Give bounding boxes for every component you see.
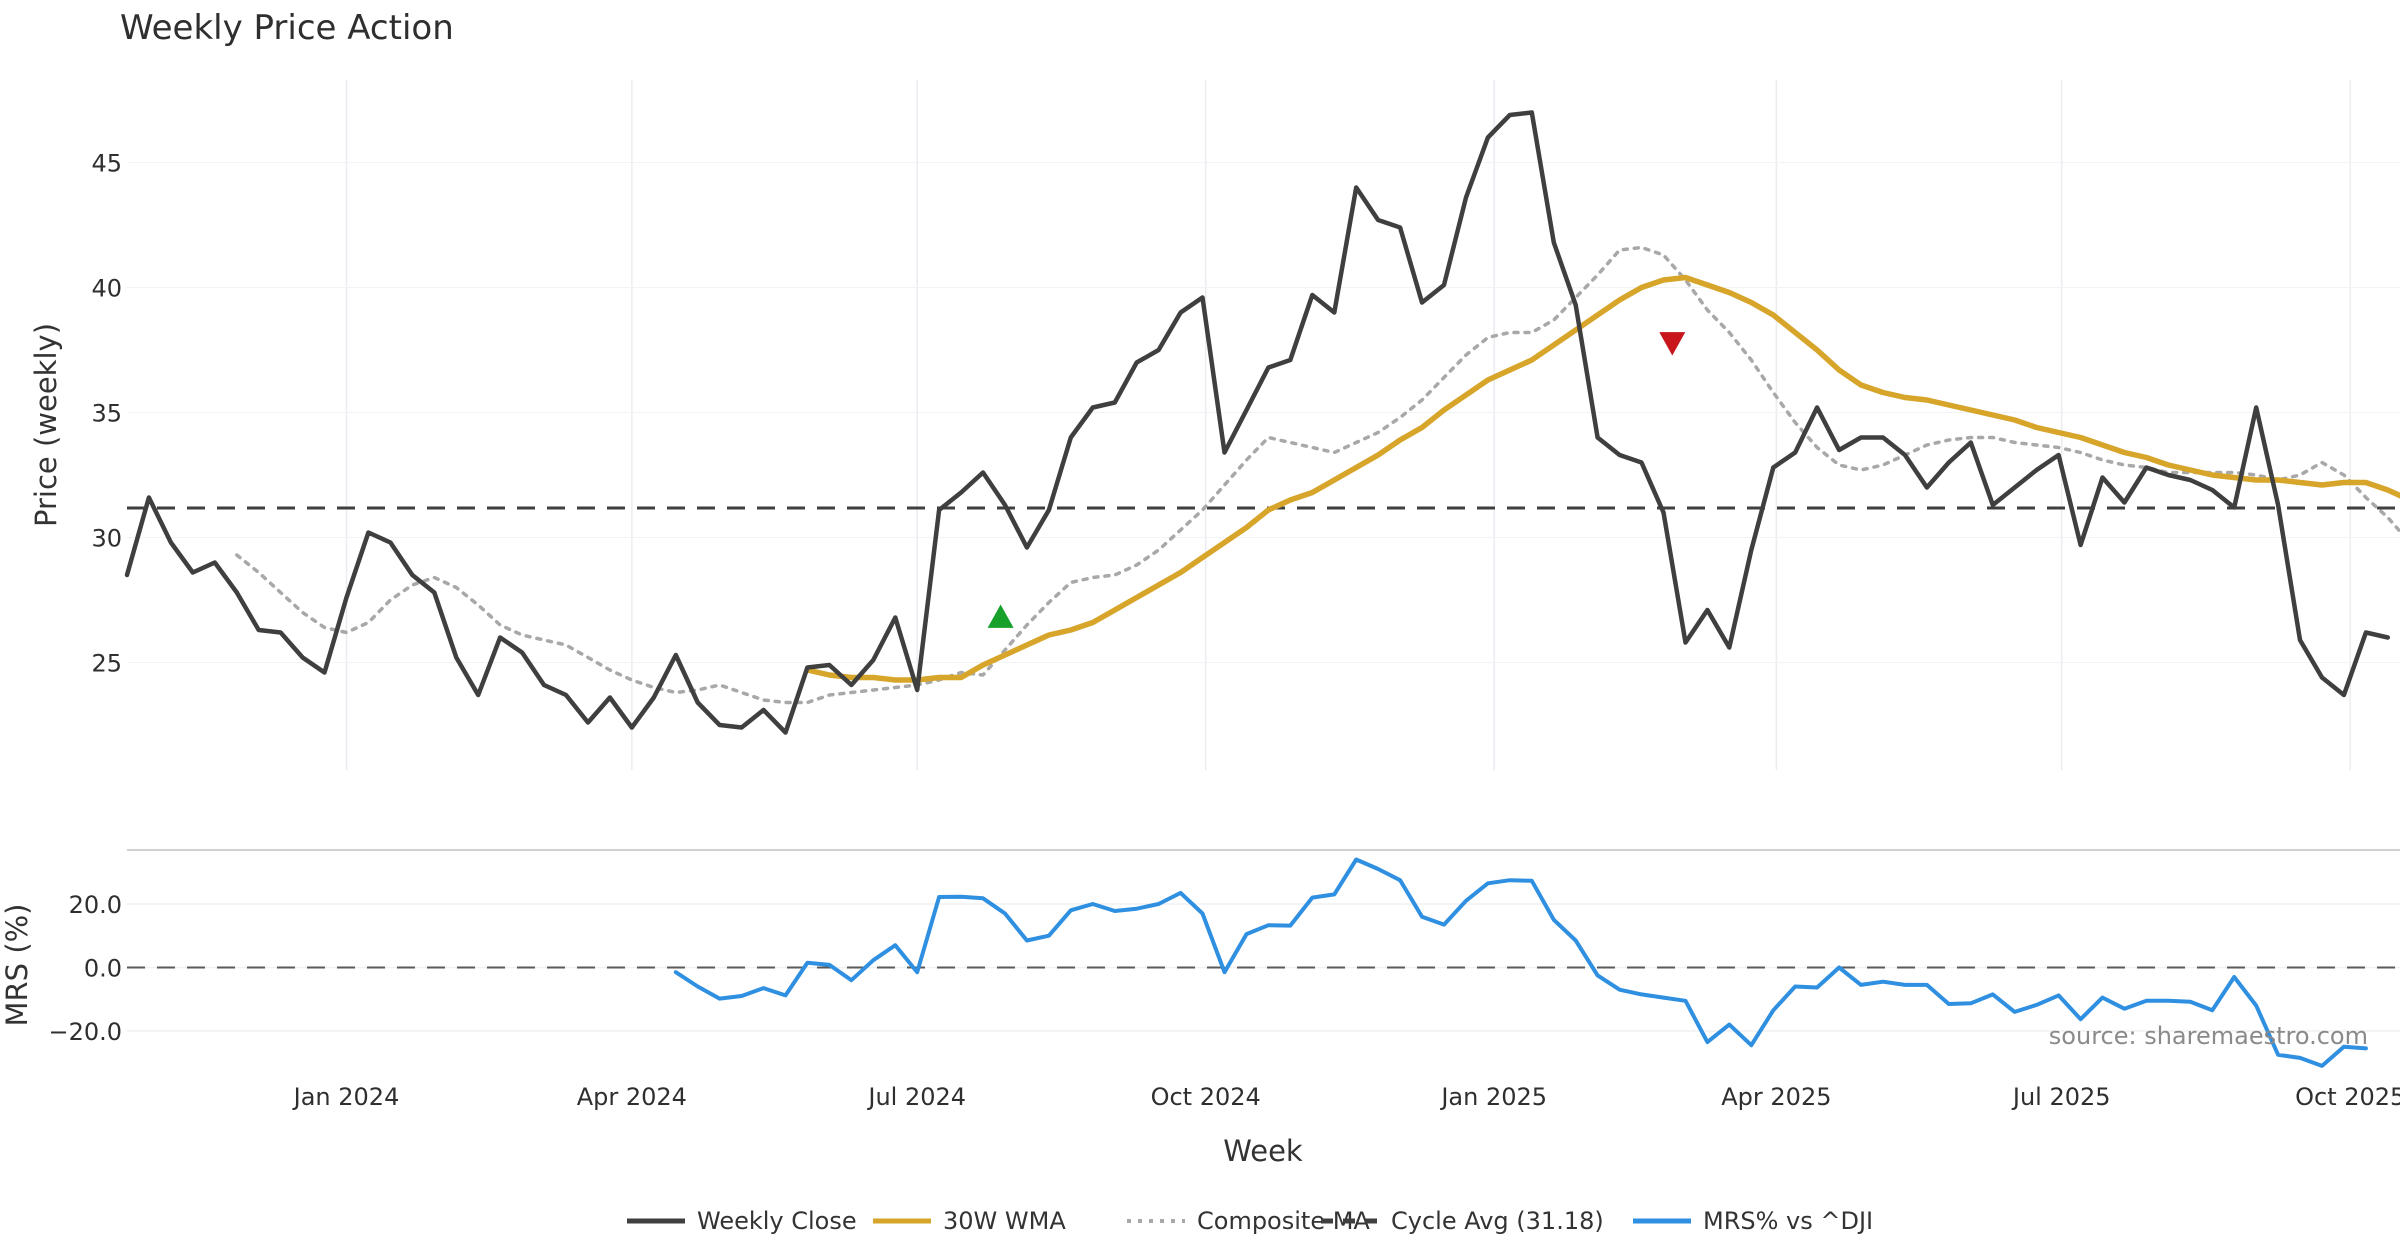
x-tick-label: Jul 2025 [2011,1083,2111,1111]
composite-ma-line [235,245,2400,705]
mrs-y-tick-label: 0.0 [84,954,122,982]
legend-label: Composite MA [1197,1207,1370,1235]
price-y-tick-label: 40 [91,275,122,303]
tick-labels: Jan 2024 Apr 2024 Jul 2024 Oct 2024 Jan 2025… [48,150,2400,1112]
legend-label: Weekly Close [697,1207,857,1235]
series-layer [124,110,2400,1068]
x-tick-label: Apr 2025 [1721,1083,1831,1111]
x-tick-label: Oct 2024 [1151,1083,1261,1111]
x-tick-label: Apr 2024 [577,1083,687,1111]
reference-lines [127,506,2400,969]
mrs-y-axis-label: MRS (%) [0,904,34,1027]
legend-label: Cycle Avg (31.18) [1391,1207,1604,1235]
legend-label: 30W WMA [943,1207,1066,1235]
signal-markers [987,332,1686,628]
mrs-y-tick-label: 20.0 [69,891,122,919]
price-y-axis-label: Price (weekly) [29,323,63,527]
mrs-y-tick-label: −20.0 [48,1018,122,1046]
x-tick-label: Oct 2025 [2295,1083,2400,1111]
x-axis-label: Week [1223,1134,1303,1168]
wma-30w-line [804,274,2400,683]
source-credit: source: sharemaestro.com [2049,1022,2368,1050]
price-y-tick-label: 45 [91,150,122,178]
weekly-close-line [124,110,2391,735]
legend-label: MRS% vs ^DJI [1703,1207,1873,1235]
legend: Weekly Close 30W WMA Composite MA Cycle Avg… [627,1207,1873,1235]
price-y-tick-label: 25 [91,650,122,678]
x-tick-label: Jan 2025 [1439,1083,1547,1111]
chart-title: Weekly Price Action [120,8,454,48]
x-tick-label: Jul 2024 [866,1083,966,1111]
grid [127,80,2400,1032]
sell-signal-marker [1659,332,1686,356]
price-y-tick-label: 30 [91,525,122,553]
mrs-line [673,857,2368,1068]
buy-signal-marker [987,604,1014,628]
price-y-tick-label: 35 [91,400,122,428]
x-tick-label: Jan 2024 [292,1083,400,1111]
